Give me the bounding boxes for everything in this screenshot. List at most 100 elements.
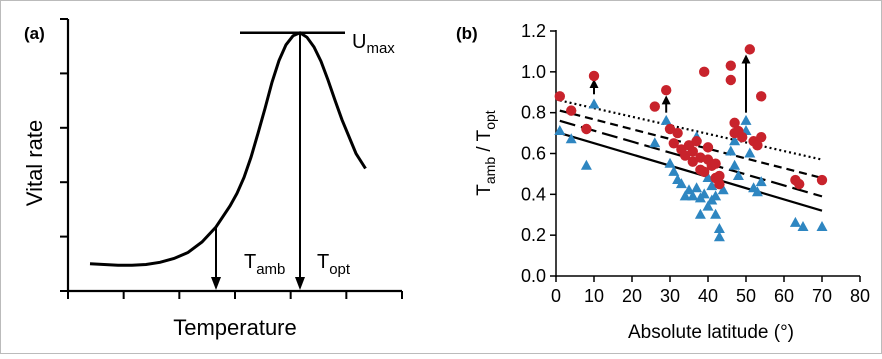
circle-point xyxy=(725,74,736,86)
panel-b-y-label-sub2: opt xyxy=(482,110,498,130)
tamb-label-main: T xyxy=(244,251,256,273)
triangle-point xyxy=(687,190,699,201)
circle-point xyxy=(744,44,755,55)
triangle-point xyxy=(660,114,672,125)
triangle-point xyxy=(668,165,680,176)
circle-point xyxy=(687,146,698,157)
panel-b-y-label: Tamb / Topt xyxy=(474,110,498,196)
triangle-point xyxy=(744,147,756,158)
triangle-point xyxy=(675,178,687,189)
panel-b-x-label: Absolute latitude (°) xyxy=(628,322,794,343)
triangle-point xyxy=(713,223,725,234)
topt-label: Topt xyxy=(317,251,351,278)
triangle-point xyxy=(717,184,729,195)
circle-point xyxy=(714,170,725,182)
panel-b-x-tick-label: 50 xyxy=(736,286,756,306)
umax-label: Umax xyxy=(352,31,395,57)
panel-a-label: (a) xyxy=(24,24,45,43)
triangle-point xyxy=(710,190,722,201)
panel-b-label: (b) xyxy=(456,24,478,43)
circle-point xyxy=(699,66,710,78)
circle-point xyxy=(816,174,828,186)
circle-point xyxy=(691,136,702,147)
panel-a-x-label: Temperature xyxy=(173,315,297,340)
circle-point xyxy=(649,101,660,112)
panel-b-x-tick-label: 0 xyxy=(551,286,561,306)
panel-b-y-tick-label: 0.2 xyxy=(521,225,546,245)
panel-b-y-tick-label: 1.2 xyxy=(521,21,546,41)
circle-point xyxy=(756,91,767,102)
shift-arrowhead xyxy=(661,95,671,105)
panel-b-y-label-main: T xyxy=(474,184,495,196)
shift-arrowhead xyxy=(589,79,599,88)
panel-b-x-tick-label: 60 xyxy=(774,286,794,306)
panel-b-x-tick-label: 20 xyxy=(622,286,642,306)
triangle-point xyxy=(740,114,752,125)
triangle-point xyxy=(797,221,809,231)
topt-arrowhead xyxy=(295,277,305,290)
circle-point xyxy=(672,127,683,139)
circle-point xyxy=(725,60,736,71)
circle-point xyxy=(699,166,710,178)
circle-point xyxy=(752,140,763,151)
panel-b-triangle-series xyxy=(554,98,828,242)
panel-b-y-tick-label: 0.6 xyxy=(521,144,546,164)
panel-b-y-tick-label: 0.4 xyxy=(521,184,546,204)
circle-point xyxy=(687,156,698,167)
triangle-point xyxy=(580,159,592,170)
panel-b-x-tick-label: 80 xyxy=(850,286,870,306)
circle-point xyxy=(794,178,805,190)
umax-label-main: U xyxy=(352,31,366,53)
triangle-point xyxy=(554,125,566,136)
shift-arrowhead xyxy=(741,54,751,64)
circle-point xyxy=(668,138,679,149)
circle-point xyxy=(661,85,672,96)
tamb-label-sub: amb xyxy=(256,261,285,278)
triangle-point xyxy=(679,190,691,201)
panel-a-ticks xyxy=(60,18,403,299)
panel-b-x-tick-label: 30 xyxy=(660,286,680,306)
triangle-point xyxy=(691,182,703,193)
panel-b-y-label-sub1: amb xyxy=(482,157,498,184)
panel-a: (a) Vital rate Temperature Umax Tamb Top… xyxy=(22,18,403,340)
panel-b-x-tick-label: 10 xyxy=(584,286,604,306)
topt-label-main: T xyxy=(317,251,329,273)
triangle-point xyxy=(751,186,763,197)
circle-point xyxy=(664,123,676,135)
triangle-point xyxy=(729,135,741,146)
panel-b-y-label-sep: / T xyxy=(474,129,495,156)
circle-point xyxy=(588,70,600,82)
triangle-point xyxy=(698,188,710,199)
circle-point xyxy=(566,105,577,116)
panel-b: (b) 0 10 20 30 40 50 60 70 80 0.0 0.2 0.4 0.6 0.8 1.0 1… xyxy=(456,21,870,343)
tamb-label: Tamb xyxy=(244,251,285,278)
circle-point xyxy=(737,131,748,143)
circle-point xyxy=(581,123,592,135)
triangle-point xyxy=(816,221,828,231)
panel-b-ticks: 0 10 20 30 40 50 60 70 80 0.0 0.2 0.4 0.6 0.8 1.0 1.2 xyxy=(521,21,870,306)
circle-point xyxy=(756,131,767,143)
triangle-point xyxy=(755,176,767,187)
triangle-point xyxy=(588,98,600,109)
panel-a-y-label: Vital rate xyxy=(22,120,47,206)
triangle-point xyxy=(732,169,744,180)
tamb-arrowhead xyxy=(211,277,221,290)
panel-b-y-tick-label: 0.8 xyxy=(521,103,546,123)
triangle-point xyxy=(694,208,706,219)
triangle-point xyxy=(710,208,722,219)
circle-point xyxy=(554,91,565,102)
panel-b-y-tick-label: 0.0 xyxy=(521,266,546,286)
circle-point xyxy=(710,158,721,169)
triangle-point xyxy=(702,200,714,211)
topt-label-sub: opt xyxy=(329,261,351,278)
triangle-point xyxy=(706,180,718,191)
circle-point xyxy=(714,178,725,190)
panel-b-x-tick-label: 70 xyxy=(812,286,832,306)
panel-b-y-tick-label: 1.0 xyxy=(521,62,546,82)
panel-b-circle-series xyxy=(554,44,828,190)
panel-b-x-tick-label: 40 xyxy=(698,286,718,306)
umax-label-sub: max xyxy=(366,40,395,57)
circle-point xyxy=(680,150,691,161)
